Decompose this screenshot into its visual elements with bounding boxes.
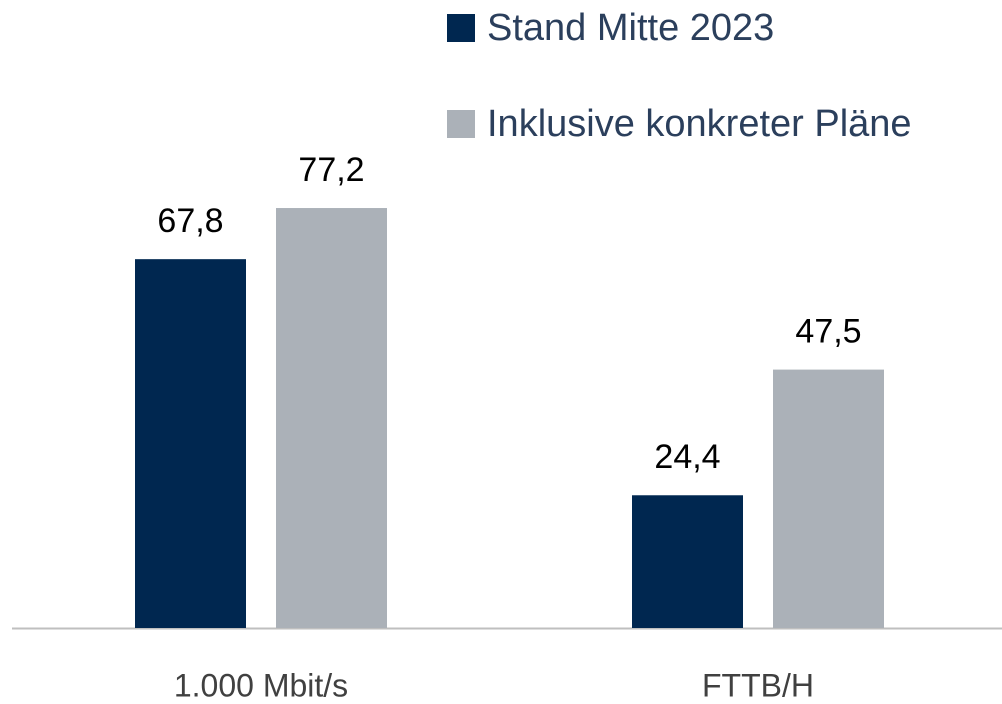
- legend-swatch: [447, 110, 475, 138]
- x-tick-label: FTTB/H: [702, 667, 814, 703]
- x-tick-label: 1.000 Mbit/s: [174, 667, 348, 703]
- legend-swatch: [447, 14, 475, 42]
- value-label: 24,4: [654, 438, 720, 476]
- bar: [632, 495, 743, 628]
- value-label: 77,2: [298, 151, 364, 189]
- value-label: 67,8: [157, 202, 223, 240]
- bar: [276, 208, 387, 629]
- bar: [135, 259, 246, 628]
- legend-text: Stand Mitte 2023: [487, 7, 774, 49]
- bar: [773, 369, 884, 628]
- legend-text: Inklusive konkreter Pläne: [487, 103, 912, 145]
- value-label: 47,5: [795, 313, 861, 351]
